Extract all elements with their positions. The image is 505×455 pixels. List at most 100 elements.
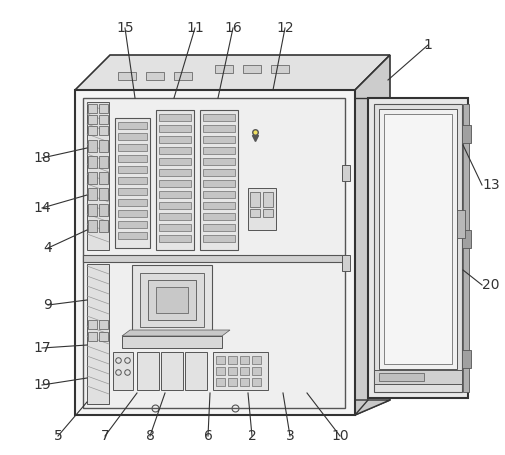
- Bar: [228, 367, 237, 375]
- Bar: [146, 72, 164, 80]
- Text: 10: 10: [331, 429, 349, 443]
- Bar: [374, 370, 462, 384]
- Bar: [174, 72, 192, 80]
- Bar: [88, 172, 97, 184]
- Bar: [203, 180, 235, 187]
- Bar: [88, 104, 97, 113]
- Bar: [159, 169, 191, 176]
- Bar: [159, 158, 191, 165]
- Bar: [216, 367, 225, 375]
- Bar: [203, 213, 235, 220]
- Bar: [384, 114, 452, 364]
- Text: 20: 20: [482, 278, 499, 292]
- Bar: [462, 125, 471, 143]
- Bar: [99, 140, 108, 152]
- Text: 18: 18: [33, 151, 51, 165]
- Bar: [159, 213, 191, 220]
- Bar: [118, 221, 147, 228]
- Bar: [132, 265, 212, 335]
- Bar: [159, 191, 191, 198]
- Polygon shape: [75, 400, 390, 415]
- Bar: [203, 191, 235, 198]
- Text: 9: 9: [43, 298, 53, 312]
- Bar: [118, 199, 147, 206]
- Bar: [203, 114, 235, 121]
- Bar: [203, 136, 235, 143]
- Bar: [99, 188, 108, 200]
- Bar: [159, 235, 191, 242]
- Bar: [240, 356, 249, 364]
- Bar: [88, 220, 97, 232]
- Text: 8: 8: [145, 429, 155, 443]
- Bar: [118, 188, 147, 195]
- Bar: [88, 332, 97, 341]
- Bar: [75, 90, 355, 415]
- Bar: [462, 230, 471, 248]
- Bar: [159, 114, 191, 121]
- Polygon shape: [75, 55, 390, 90]
- Bar: [203, 224, 235, 231]
- Bar: [118, 177, 147, 184]
- Bar: [87, 264, 109, 404]
- Bar: [379, 109, 457, 369]
- Bar: [213, 352, 268, 390]
- Bar: [99, 220, 108, 232]
- Bar: [368, 98, 468, 398]
- Text: 14: 14: [33, 201, 51, 215]
- Bar: [137, 352, 159, 390]
- Bar: [88, 188, 97, 200]
- Bar: [250, 209, 260, 217]
- Bar: [250, 192, 260, 207]
- Bar: [88, 126, 97, 135]
- Text: 13: 13: [482, 178, 499, 192]
- Bar: [156, 110, 194, 250]
- Bar: [87, 102, 109, 250]
- Bar: [203, 158, 235, 165]
- Text: 12: 12: [276, 21, 294, 35]
- Bar: [463, 104, 469, 392]
- Text: 6: 6: [204, 429, 213, 443]
- Bar: [252, 378, 261, 386]
- Bar: [118, 232, 147, 239]
- Bar: [115, 118, 150, 248]
- Bar: [156, 287, 188, 313]
- Bar: [159, 147, 191, 154]
- Bar: [159, 136, 191, 143]
- Bar: [243, 65, 261, 73]
- Bar: [159, 202, 191, 209]
- Bar: [118, 133, 147, 140]
- Text: 3: 3: [286, 429, 294, 443]
- Text: 7: 7: [100, 429, 110, 443]
- Bar: [113, 352, 133, 390]
- Bar: [88, 140, 97, 152]
- Bar: [88, 204, 97, 216]
- Bar: [185, 352, 207, 390]
- Bar: [203, 235, 235, 242]
- Bar: [159, 125, 191, 132]
- Bar: [228, 356, 237, 364]
- Bar: [99, 115, 108, 124]
- Bar: [118, 122, 147, 129]
- Text: 2: 2: [247, 429, 257, 443]
- Bar: [240, 367, 249, 375]
- Bar: [148, 280, 196, 320]
- Bar: [379, 373, 424, 381]
- Bar: [263, 209, 273, 217]
- Bar: [118, 155, 147, 162]
- Bar: [99, 332, 108, 341]
- Bar: [118, 166, 147, 173]
- Bar: [203, 147, 235, 154]
- Bar: [140, 273, 204, 327]
- Bar: [118, 210, 147, 217]
- Bar: [88, 320, 97, 329]
- Bar: [88, 156, 97, 168]
- Bar: [215, 65, 233, 73]
- Bar: [118, 144, 147, 151]
- Bar: [203, 125, 235, 132]
- Bar: [374, 104, 462, 392]
- Bar: [99, 172, 108, 184]
- Bar: [99, 156, 108, 168]
- Bar: [271, 65, 289, 73]
- Bar: [240, 378, 249, 386]
- Bar: [200, 110, 238, 250]
